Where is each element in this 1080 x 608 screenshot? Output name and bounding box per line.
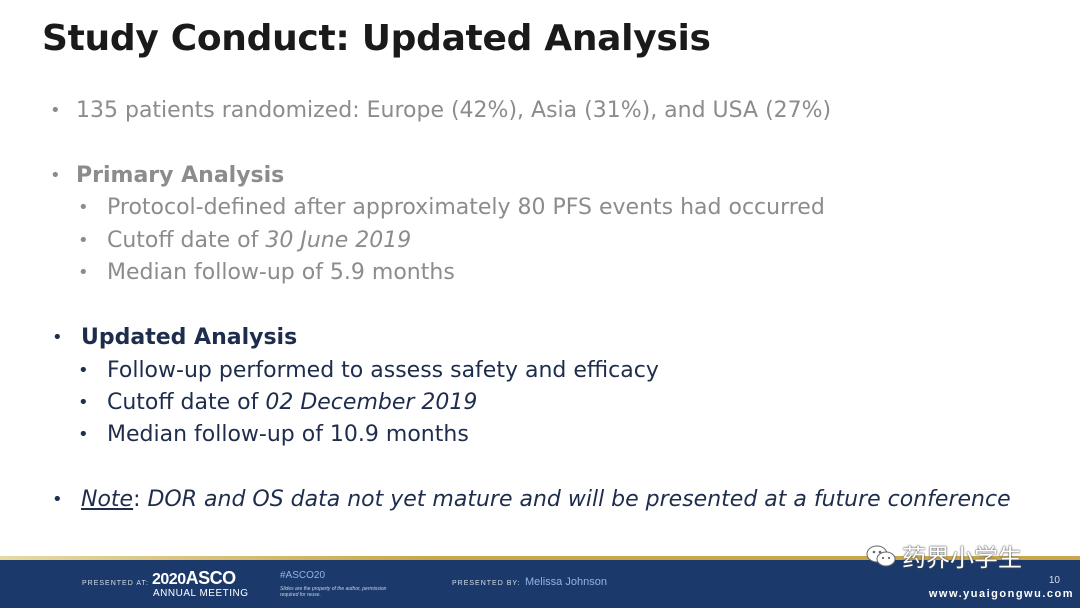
asco-annual-meeting: ANNUAL MEETING bbox=[153, 588, 249, 599]
footer-disclaimer: Slides are the property of the author, p… bbox=[280, 586, 387, 598]
bullet-patients: • 135 patients randomized: Europe (42%),… bbox=[50, 96, 832, 126]
footer-gold-rule bbox=[0, 556, 1080, 560]
bullet-dot: • bbox=[52, 327, 63, 348]
bullet-patients-text: 135 patients randomized: Europe (42%), A… bbox=[76, 98, 832, 123]
primary-protocol-text: Protocol-defined after approximately 80 … bbox=[107, 195, 825, 220]
slide-number: 10 bbox=[1048, 575, 1060, 586]
watermark: 药界小学生 bbox=[866, 538, 1022, 575]
bullet-updated-followup: • Median follow-up of 10.9 months bbox=[78, 420, 469, 450]
slide-footer: PRESENTED AT: 2020ASCO ANNUAL MEETING #A… bbox=[0, 560, 1080, 608]
bullet-updated-followup-performed: • Follow-up performed to assess safety a… bbox=[78, 356, 659, 386]
asco-logo: 2020ASCO bbox=[152, 568, 236, 589]
note-text: DOR and OS data not yet mature and will … bbox=[147, 487, 1011, 512]
primary-cutoff-date: 30 June 2019 bbox=[265, 228, 412, 253]
wechat-icon bbox=[866, 544, 896, 575]
presented-by-label: PRESENTED BY: bbox=[452, 580, 521, 587]
updated-heading-text: Updated Analysis bbox=[81, 325, 298, 350]
bullet-primary-cutoff: • Cutoff date of 30 June 2019 bbox=[78, 226, 412, 256]
bullet-primary-protocol: • Protocol-defined after approximately 8… bbox=[78, 193, 825, 223]
watermark-url: www.yuaigongwu.com bbox=[928, 588, 1074, 600]
bullet-updated-heading: • Updated Analysis bbox=[52, 323, 298, 353]
slide-title: Study Conduct: Updated Analysis bbox=[42, 18, 711, 59]
updated-cutoff-prefix: Cutoff date of bbox=[107, 390, 266, 415]
bullet-dot: • bbox=[78, 424, 89, 445]
note-label: Note bbox=[81, 487, 134, 512]
note-separator: : bbox=[133, 487, 148, 512]
primary-followup-text: Median follow-up of 5.9 months bbox=[107, 260, 455, 285]
presented-at-label: PRESENTED AT: bbox=[82, 580, 149, 587]
asco-year: 2020 bbox=[152, 571, 186, 588]
presenter-name: Melissa Johnson bbox=[525, 576, 607, 588]
bullet-dot: • bbox=[50, 100, 61, 121]
bullet-primary-followup: • Median follow-up of 5.9 months bbox=[78, 258, 455, 288]
updated-cutoff-date: 02 December 2019 bbox=[265, 390, 478, 415]
updated-followup-performed-text: Follow-up performed to assess safety and… bbox=[107, 358, 659, 383]
primary-heading-text: Primary Analysis bbox=[76, 163, 285, 188]
bullet-dot: • bbox=[78, 230, 89, 251]
bullet-dot: • bbox=[78, 392, 89, 413]
bullet-dot: • bbox=[52, 489, 63, 510]
bullet-updated-cutoff: • Cutoff date of 02 December 2019 bbox=[78, 388, 478, 418]
bullet-dot: • bbox=[78, 360, 89, 381]
bullet-dot: • bbox=[50, 165, 61, 186]
watermark-text: 药界小学生 bbox=[902, 545, 1022, 572]
asco-name: ASCO bbox=[185, 568, 237, 588]
bullet-dot: • bbox=[78, 197, 89, 218]
primary-cutoff-prefix: Cutoff date of bbox=[107, 228, 266, 253]
bullet-note: • Note: DOR and OS data not yet mature a… bbox=[52, 485, 1011, 515]
bullet-dot: • bbox=[78, 262, 89, 283]
bullet-primary-heading: • Primary Analysis bbox=[50, 161, 285, 191]
hashtag: #ASCO20 bbox=[280, 570, 326, 581]
updated-followup-text: Median follow-up of 10.9 months bbox=[107, 422, 469, 447]
